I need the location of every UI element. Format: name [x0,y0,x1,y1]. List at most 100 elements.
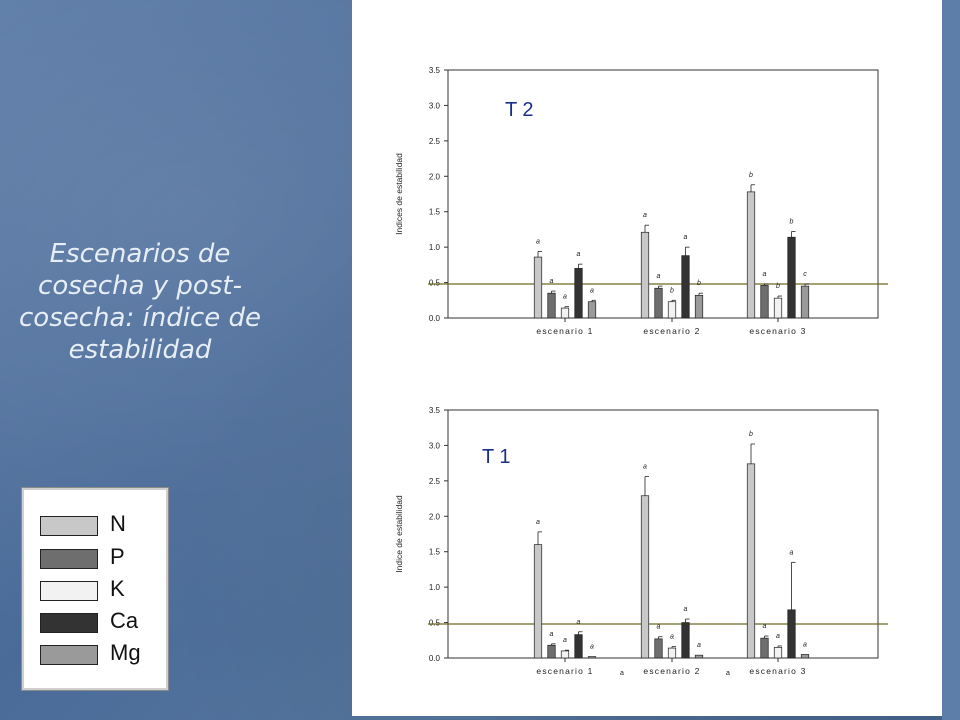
t2-data-label: a [577,251,581,258]
t1-bar-k-1 [560,650,570,659]
t1-data-label: a [550,631,554,638]
t2-bar-p-1 [547,292,556,319]
t2-bar-k-2 [667,301,677,319]
t2-plot-frame [447,69,879,319]
t2-bar-mg-2 [694,294,704,319]
t1-bar-mg-1 [587,656,597,659]
t1-bar-n-1 [533,544,543,659]
t1-bar-k-2 [667,647,677,659]
chart-legend: N P K Ca Mg [22,488,168,690]
t2-ytick-label: 2.0 [429,172,441,181]
slide-title: Escenarios de cosecha y post-cosecha: ín… [19,239,261,365]
t1-bar-n-2 [640,495,650,659]
t1-data-label: a [803,641,807,648]
t2-data-label: a [550,278,554,285]
t1-bar-ca-1 [574,634,583,659]
t2-bar-n-2 [640,231,650,319]
legend-swatch-mg [40,645,98,665]
t2-bar-mg-3 [800,285,810,319]
t1-data-label: a [563,637,567,644]
t1-bar-mg-3 [800,654,810,659]
t2-xtick-label: escenario 2 [643,326,700,336]
t2-bar-p-2 [654,287,663,319]
t2-xtick-label: escenario 1 [536,326,593,336]
t2-bar-k-3 [773,297,783,319]
t1-bar-k-3 [773,647,783,659]
legend-label-k: K [110,576,125,601]
t1-data-label: a [577,619,581,626]
t2-bar-ca-3 [787,236,796,319]
t1-extra-label: a [726,670,730,677]
t2-ylabel: Indices de estabilidad [394,153,404,235]
t2-data-label: a [684,234,688,241]
legend-label-mg: Mg [110,640,141,665]
t2-bar-k-1 [560,307,570,319]
t2-data-label: a [763,271,767,278]
t2-panel-label: T 2 [505,99,534,121]
t2-xtick-label: escenario 3 [749,326,806,336]
t2-data-label: b [697,280,701,287]
t1-bar-ca-3 [787,609,796,659]
t1-panel-label: T 1 [482,446,511,468]
t2-ytick-label: 1.5 [429,208,441,217]
t1-data-label: a [670,634,674,641]
t1-ytick-label: 3.5 [429,406,441,415]
t2-bar-n-3 [746,191,756,319]
legend-swatch-n [40,516,98,536]
t1-xtick-label: escenario 1 [536,666,593,676]
t1-ytick-label: 2.0 [429,512,441,521]
t1-data-label: a [684,606,688,613]
t1-data-label: a [763,623,767,630]
t1-xtick-label: escenario 3 [749,666,806,676]
t1-data-label: a [776,633,780,640]
t2-ytick-label: 0.0 [429,314,441,323]
chart-t2: 0.0 0.5 1.0 1.5 2.0 2.5 3.0 3.5 Indices de estab… [394,66,888,336]
t2-data-label: a [563,294,567,301]
chart-panel-gap [352,338,942,380]
t2-bar-ca-1 [574,268,583,319]
legend-swatch-k [40,581,98,601]
t1-xtick-label: escenario 2 [643,666,700,676]
t1-ytick-label: 1.0 [429,583,441,592]
t2-bar-mg-1 [587,301,597,319]
chart-t1: 0.0 0.5 1.0 1.5 2.0 2.5 3.0 3.5 Indice de estabi… [394,406,888,677]
t1-data-label: a [536,519,540,526]
legend-label-p: P [110,544,125,569]
t1-bar-ca-2 [681,622,690,659]
t2-data-label: a [536,238,540,245]
t1-data-label: a [643,464,647,471]
legend-swatch-p [40,549,98,569]
t2-data-label: b [776,283,780,290]
t2-data-label: b [790,219,794,226]
t1-bar-n-3 [746,463,756,659]
legend-label-ca: Ca [110,608,139,633]
t2-ytick-label: 2.5 [429,137,441,146]
t1-data-label: a [790,549,794,556]
t1-data-label: a [657,624,661,631]
t2-bar-p-3 [760,285,769,319]
t1-bar-p-2 [654,638,663,659]
t2-bar-n-1 [533,256,543,319]
legend-label-n: N [110,511,126,536]
t1-ytick-label: 2.5 [429,477,441,486]
t1-extra-label: a [620,670,624,677]
t2-data-label: a [657,273,661,280]
t2-ytick-label: 3.5 [429,66,441,75]
t2-data-label: a [643,212,647,219]
t1-ytick-label: 0.5 [429,619,441,628]
t2-ytick-label: 1.0 [429,243,441,252]
t2-bar-ca-2 [681,255,690,319]
t2-data-label: a [590,287,594,294]
slide-edge [942,0,960,720]
t1-ytick-label: 1.5 [429,548,441,557]
t1-ylabel: Indice de estabilidad [394,495,404,573]
t1-bar-p-1 [547,644,556,659]
t1-data-label: a [590,644,594,651]
t2-data-label: b [749,172,753,179]
t1-bar-mg-2 [694,654,704,659]
t1-data-label: b [749,431,753,438]
t1-ytick-label: 0.0 [429,654,441,663]
t1-plot-frame [447,409,879,659]
t2-data-label: b [670,287,674,294]
t2-ytick-label: 3.0 [429,101,441,110]
